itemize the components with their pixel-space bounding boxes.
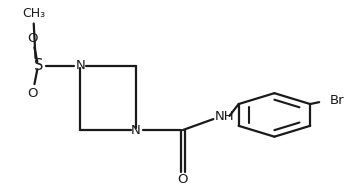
Text: S: S bbox=[34, 58, 44, 73]
Text: O: O bbox=[28, 32, 38, 45]
Text: NH: NH bbox=[214, 110, 234, 123]
Text: N: N bbox=[76, 59, 85, 72]
Text: N: N bbox=[131, 124, 141, 137]
Text: CH₃: CH₃ bbox=[22, 7, 45, 20]
Text: O: O bbox=[177, 173, 188, 186]
Text: O: O bbox=[28, 87, 38, 100]
Text: Br: Br bbox=[330, 94, 345, 107]
